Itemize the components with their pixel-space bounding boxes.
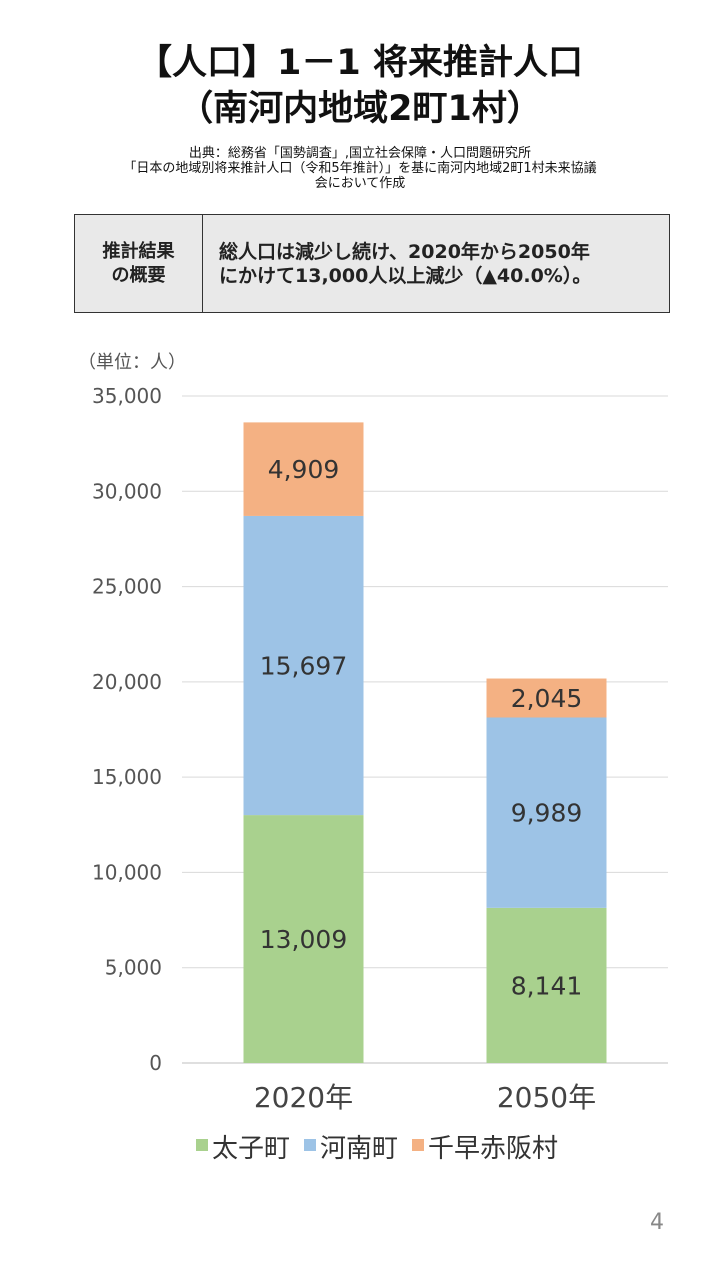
x-axis-ticks: 2020年 2050年 xyxy=(254,1081,596,1114)
y-tick-label: 35,000 xyxy=(92,384,162,408)
bar-segment xyxy=(243,515,364,816)
summary-label: 推計結果 の概要 xyxy=(75,215,203,312)
bar-segment xyxy=(486,907,607,1063)
page-title: 【人口】1－1 将来推計人口 （南河内地域2町1村） xyxy=(0,40,720,132)
data-label: 2,045 xyxy=(511,684,583,713)
y-tick-label: 20,000 xyxy=(92,670,162,694)
legend-label: 河南町 xyxy=(320,1134,398,1164)
source-line-3: 会において作成 xyxy=(314,176,406,191)
legend-label: 太子町 xyxy=(212,1134,290,1164)
title-line-2: （南河内地域2町1村） xyxy=(178,89,542,129)
bar-segment xyxy=(486,678,607,718)
bar-segment xyxy=(243,422,364,516)
legend-swatch xyxy=(304,1139,316,1151)
summary-text: 総人口は減少し続け、2020年から2050年 にかけて13,000人以上減少（▲… xyxy=(219,240,592,287)
data-label: 8,141 xyxy=(511,971,583,1000)
x-tick-label: 2020年 xyxy=(254,1081,353,1114)
unit-label: （単位：人） xyxy=(78,352,186,373)
data-label: 15,697 xyxy=(260,652,347,681)
y-tick-label: 5,000 xyxy=(105,956,162,980)
data-label: 4,909 xyxy=(268,455,340,484)
legend-label: 千早赤阪村 xyxy=(428,1134,558,1164)
bar-segment xyxy=(486,717,607,908)
stacked-bar-chart: 0 5,000 10,000 15,000 20,000 25,000 30,000 35,0… xyxy=(92,384,668,1164)
y-axis-ticks: 0 5,000 10,000 15,000 20,000 25,000 30,000 35,0… xyxy=(92,384,162,1075)
y-tick-label: 30,000 xyxy=(92,479,162,503)
legend: 太子町 河南町 千早赤阪村 xyxy=(196,1134,558,1164)
page-number: 4 xyxy=(650,1210,664,1235)
source-note: 出典：総務省「国勢調査」,国立社会保障・人口問題研究所 「日本の地域別将来推計人… xyxy=(40,146,680,191)
summary-box: 推計結果 の概要 総人口は減少し続け、2020年から2050年 にかけて13,0… xyxy=(74,214,670,313)
y-tick-label: 0 xyxy=(149,1051,162,1075)
x-tick-label: 2050年 xyxy=(497,1081,596,1114)
y-tick-label: 10,000 xyxy=(92,860,162,884)
data-label: 13,009 xyxy=(260,925,347,954)
source-line-2: 「日本の地域別将来推計人口（令和5年推計）」を基に南河内地域2町1村未来協議 xyxy=(123,161,597,176)
legend-swatch xyxy=(412,1139,424,1151)
legend-swatch xyxy=(196,1139,208,1151)
title-line-1: 【人口】1－1 将来推計人口 xyxy=(137,43,583,83)
y-tick-label: 25,000 xyxy=(92,575,162,599)
y-tick-label: 15,000 xyxy=(92,765,162,789)
source-line-1: 出典：総務省「国勢調査」,国立社会保障・人口問題研究所 xyxy=(188,146,532,161)
data-label: 9,989 xyxy=(511,799,583,828)
bars: 13,009 15,697 4,909 8,141 9,989 2,045 xyxy=(243,422,607,1063)
bar-segment xyxy=(243,815,364,1063)
